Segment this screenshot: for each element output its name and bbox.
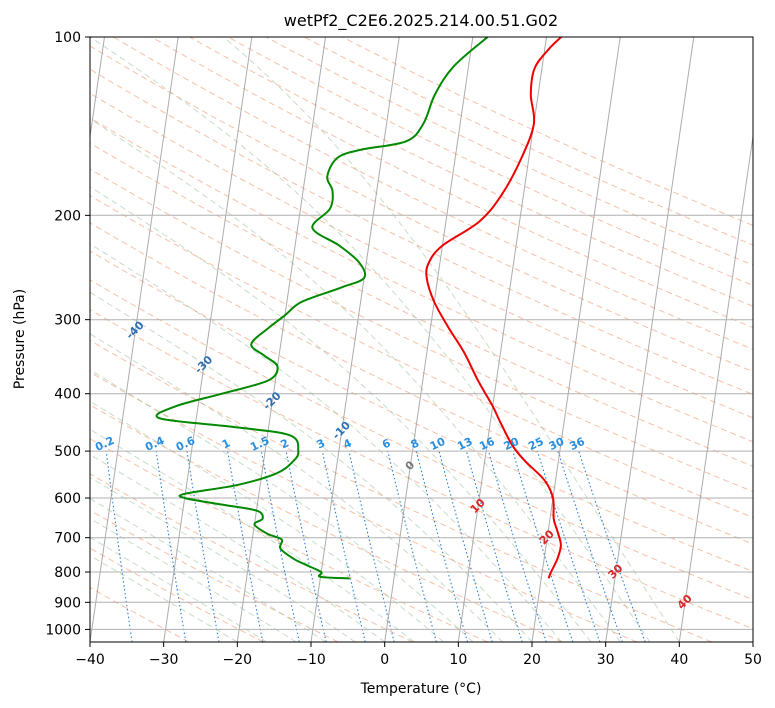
y-tick-label: 600 [54,491,81,507]
x-tick-label: −40 [75,652,105,668]
chart-title: wetPf2_C2E6.2025.214.00.51.G02 [284,11,558,31]
profile-lines [155,37,562,580]
mixing-ratio-label: 25 [526,435,545,453]
moist-adiabat [90,554,238,642]
mixing-ratio-label: 10 [428,435,448,453]
mixing-ratio-line [578,450,646,642]
mixing-ratio-label: 13 [455,435,474,453]
plot-frame [89,36,754,643]
x-tick-label: 0 [380,652,389,668]
dry-adiabat [90,404,563,642]
isotherm-line [90,37,179,642]
x-tick-label: 40 [670,652,688,668]
y-tick-label: 200 [54,208,81,224]
moist-adiabat [90,369,474,642]
y-axis: 100 200 300 400 500 600 700 800 900 1000 [45,30,90,638]
dry-adiabat [90,222,753,545]
x-tick-label: 20 [523,652,541,668]
mixing-ratio-line [557,450,623,642]
isotherm-line [457,37,547,642]
dry-adiabat [90,547,264,642]
moist-adiabat [90,453,385,642]
mixing-ratio-line [465,450,523,642]
skewed-isotherms [90,37,753,642]
y-tick-label: 900 [54,595,81,611]
moist-adiabat [90,243,562,642]
moist-adiabat [90,37,651,642]
y-axis-label: Pressure (hPa) [12,289,28,389]
x-tick-label: −30 [149,652,179,668]
dry-adiabat [90,371,638,642]
mixing-ratio-line [487,450,547,642]
x-tick-label: 10 [449,652,467,668]
isotherm-line [384,37,474,642]
dry-adiabat [90,339,712,642]
dry-adiabat [189,37,753,307]
mixing-ratio-line [387,450,437,642]
mixing-ratio-line [512,450,574,642]
moist-adiabat [90,476,356,642]
moist-adiabat [90,333,503,642]
y-tick-label: 300 [54,313,81,329]
mixing-ratio-line [415,450,469,642]
moist-adiabat [223,37,680,642]
dry-adiabat [90,45,753,373]
dry-adiabat [90,195,753,518]
y-tick-label: 800 [54,565,81,581]
x-tick-label: −10 [296,652,326,668]
y-tick-label: 400 [54,387,81,403]
dry-adiabat [90,309,753,630]
mixing-ratio-line [260,451,300,642]
dewpoint-profile-line [155,37,489,580]
moist-adiabat [90,291,533,642]
mixing-ratio-label: 30 [547,435,567,453]
isotherm-line [310,37,400,642]
x-tick-label: −20 [223,652,253,668]
moist-adiabat [90,186,592,642]
mixing-ratio-label: 16 [477,435,497,453]
x-axis: −40 −30 −20 −10 0 10 20 30 40 50 [75,642,762,668]
y-tick-label: 700 [54,531,81,547]
dry-adiabat [90,168,753,493]
y-tick-label: 1000 [45,622,81,638]
dry-adiabat [151,37,753,329]
isotherm-line [236,37,326,642]
moist-adiabat [90,517,297,642]
mixing-ratio-label: 36 [568,435,588,453]
isotherm-line [163,37,253,642]
dry-adiabats [90,37,753,642]
x-tick-label: 50 [744,652,762,668]
isotherm-line [531,37,621,642]
mixing-ratio-label: 20 [502,435,522,453]
mixing-ratio-line [285,450,327,642]
plot-area: 0.10.20.40.611.52346810131620253036-100-… [90,37,753,642]
y-tick-label: 500 [54,444,81,460]
dry-adiabat [90,68,753,395]
y-tick-label: 100 [54,30,81,46]
mixing-ratio-line [321,450,366,642]
moist-adiabat [90,536,268,642]
x-tick-label: 30 [597,652,615,668]
isotherm-line [605,37,695,642]
mixing-ratio-line [155,451,187,642]
pressure-gridlines [90,37,753,630]
moist-adiabats [90,37,680,642]
x-axis-label: Temperature (°C) [360,681,482,697]
dry-adiabat [90,142,753,467]
moist-adiabat [90,118,621,642]
dry-adiabat [90,279,753,601]
mixing-ratio-line [536,450,601,642]
temperature-profile-line [425,37,562,579]
dry-adiabat [90,509,339,642]
